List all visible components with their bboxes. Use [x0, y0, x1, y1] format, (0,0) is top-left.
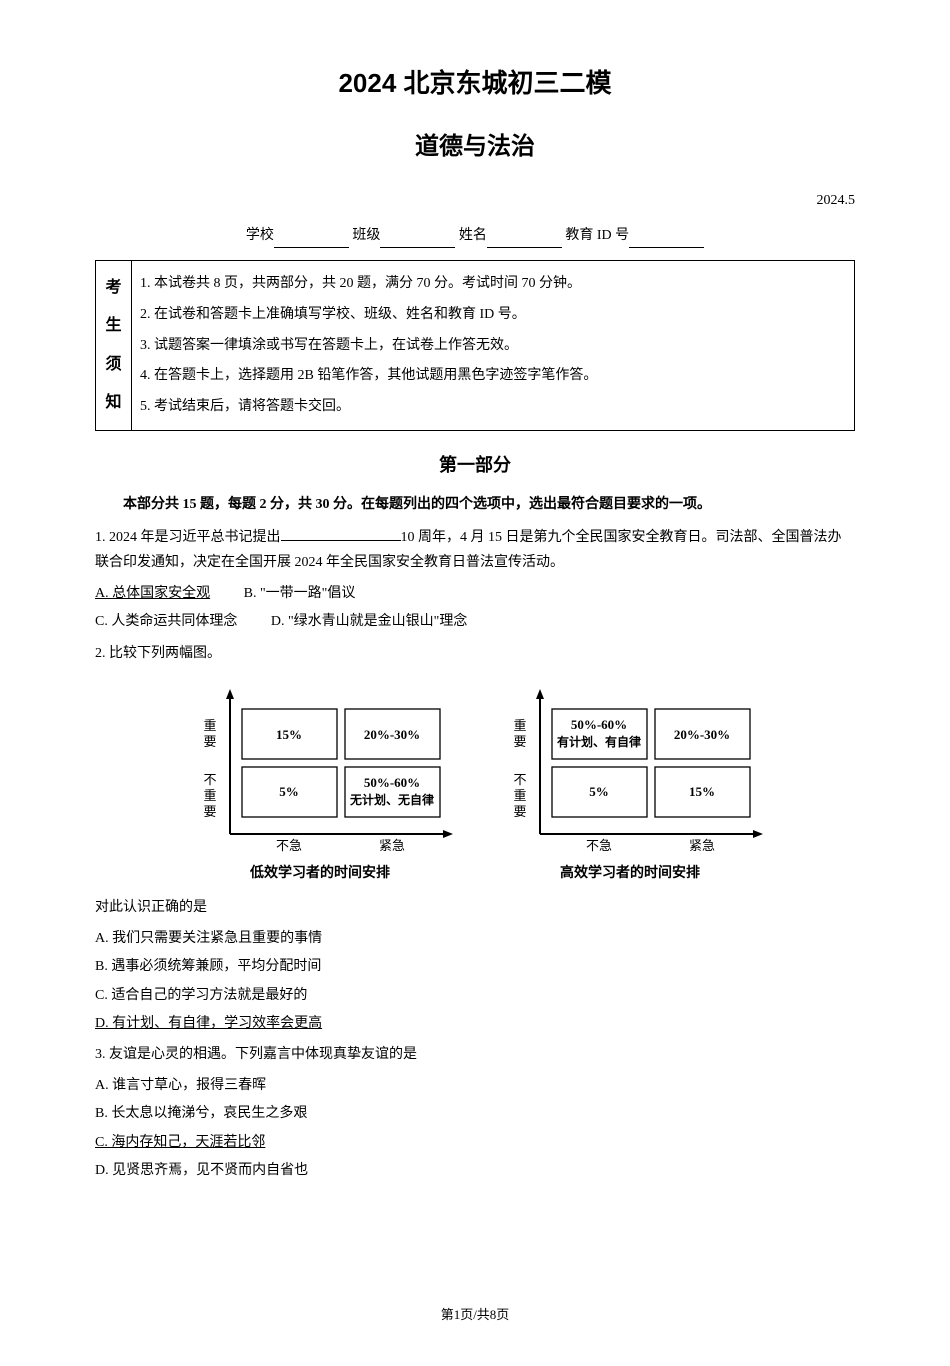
- notice-char-2: 生: [105, 312, 121, 341]
- chart1-svg: 重 要 不 重 要 15% 20%-30% 5% 50%-60% 无计划、无自律…: [180, 684, 460, 854]
- chart1-x-left: 不急: [276, 838, 302, 853]
- q2-option-b: B. 遇事必须统筹兼顾，平均分配时间: [95, 954, 855, 979]
- q2-option-c: C. 适合自己的学习方法就是最好的: [95, 983, 855, 1008]
- chart1-x-right: 紧急: [379, 838, 405, 853]
- chart2-cell-br: 15%: [689, 784, 715, 799]
- q3-option-b: B. 长太息以掩涕兮，哀民生之多艰: [95, 1101, 855, 1126]
- section-1-heading: 第一部分: [95, 449, 855, 481]
- name-label: 姓名: [459, 228, 487, 243]
- notice-label: 考 生 须 知: [96, 261, 132, 430]
- q1-stem: 1. 2024 年是习近平总书记提出10 周年，4 月 15 日是第九个全民国家…: [95, 525, 855, 575]
- notice-content: 1. 本试卷共 8 页，共两部分，共 20 题，满分 70 分。考试时间 70 …: [132, 261, 854, 430]
- q2-stem: 2. 比较下列两幅图。: [95, 641, 855, 666]
- chart1-y-top-1: 重: [203, 718, 216, 733]
- exam-date: 2024.5: [95, 188, 855, 213]
- chart1-y-bot-3: 要: [203, 804, 216, 819]
- notice-char-4: 知: [105, 389, 121, 418]
- chart1-cell-tl: 15%: [276, 727, 302, 742]
- q3-option-c: C. 海内存知己，天涯若比邻: [95, 1130, 855, 1155]
- chart1-cell-tr: 20%-30%: [364, 727, 420, 742]
- notice-char-3: 须: [105, 351, 121, 380]
- chart2-cell-bl: 5%: [589, 784, 609, 799]
- chart2-y-top-2: 要: [513, 734, 526, 749]
- q2-chart-1: 重 要 不 重 要 15% 20%-30% 5% 50%-60% 无计划、无自律…: [180, 684, 460, 885]
- name-blank: [487, 230, 562, 248]
- page-footer: 第1页/共8页: [95, 1303, 855, 1326]
- q1-option-d: D. "绿水青山就是金山银山"理念: [271, 609, 468, 634]
- q1-option-a: A. 总体国家安全观: [95, 581, 210, 606]
- chart1-cell-bl: 5%: [279, 784, 299, 799]
- q2-chart-2: 重 要 不 重 要 50%-60% 有计划、有自律 20%-30% 5% 15%…: [490, 684, 770, 885]
- chart2-cell-tl-1: 50%-60%: [571, 717, 627, 732]
- q1-options-row1: A. 总体国家安全观 B. "一带一路"倡议: [95, 581, 855, 606]
- class-blank: [380, 230, 455, 248]
- q1-option-b: B. "一带一路"倡议: [244, 581, 356, 606]
- chart2-y-bot-1: 不: [513, 772, 526, 787]
- class-label: 班级: [352, 228, 380, 243]
- q3-option-d: D. 见贤思齐焉，见不贤而内自省也: [95, 1158, 855, 1183]
- chart1-cell-br-1: 50%-60%: [364, 775, 420, 790]
- chart2-x-right: 紧急: [689, 838, 715, 853]
- notice-item: 1. 本试卷共 8 页，共两部分，共 20 题，满分 70 分。考试时间 70 …: [140, 271, 846, 298]
- q2-option-a: A. 我们只需要关注紧急且重要的事情: [95, 926, 855, 951]
- chart2-caption: 高效学习者的时间安排: [490, 860, 770, 885]
- chart2-y-bot-2: 重: [513, 788, 526, 803]
- notice-item: 2. 在试卷和答题卡上准确填写学校、班级、姓名和教育 ID 号。: [140, 302, 846, 329]
- chart2-y-top-1: 重: [513, 718, 526, 733]
- q3-option-a: A. 谁言寸草心，报得三春晖: [95, 1073, 855, 1098]
- section-1-desc: 本部分共 15 题，每题 2 分，共 30 分。在每题列出的四个选项中，选出最符…: [95, 492, 855, 517]
- exam-title-sub: 道德与法治: [95, 125, 855, 168]
- chart1-cell-br-2: 无计划、无自律: [349, 792, 434, 807]
- chart1-y-bot-1: 不: [203, 772, 216, 787]
- exam-title-main: 2024 北京东城初三二模: [95, 60, 855, 107]
- notice-item: 5. 考试结束后，请将答题卡交回。: [140, 394, 846, 421]
- q2-stem-after: 对此认识正确的是: [95, 895, 855, 920]
- q1-option-c: C. 人类命运共同体理念: [95, 609, 237, 634]
- chart2-x-left: 不急: [586, 838, 612, 853]
- q2-option-d: D. 有计划、有自律，学习效率会更高: [95, 1011, 855, 1036]
- school-label: 学校: [246, 228, 274, 243]
- chart2-cell-tl-2: 有计划、有自律: [557, 734, 641, 749]
- notice-item: 3. 试题答案一律填涂或书写在答题卡上，在试卷上作答无效。: [140, 333, 846, 360]
- notice-box: 考 生 须 知 1. 本试卷共 8 页，共两部分，共 20 题，满分 70 分。…: [95, 260, 855, 431]
- chart2-cell-tr: 20%-30%: [674, 727, 730, 742]
- q2-charts: 重 要 不 重 要 15% 20%-30% 5% 50%-60% 无计划、无自律…: [95, 684, 855, 885]
- school-blank: [274, 230, 349, 248]
- chart1-y-bot-2: 重: [203, 788, 216, 803]
- eduid-blank: [629, 230, 704, 248]
- q3-stem: 3. 友谊是心灵的相遇。下列嘉言中体现真挚友谊的是: [95, 1042, 855, 1067]
- chart1-caption: 低效学习者的时间安排: [180, 860, 460, 885]
- chart1-y-top-2: 要: [203, 734, 216, 749]
- student-info-row: 学校 班级 姓名 教育 ID 号: [95, 223, 855, 248]
- notice-item: 4. 在答题卡上，选择题用 2B 铅笔作答，其他试题用黑色字迹签字笔作答。: [140, 363, 846, 390]
- eduid-label: 教育 ID 号: [565, 228, 629, 243]
- q1-options-row2: C. 人类命运共同体理念 D. "绿水青山就是金山银山"理念: [95, 609, 855, 634]
- q1-blank: [281, 527, 401, 541]
- chart2-svg: 重 要 不 重 要 50%-60% 有计划、有自律 20%-30% 5% 15%…: [490, 684, 770, 854]
- q1-stem-a: 1. 2024 年是习近平总书记提出: [95, 530, 281, 545]
- notice-char-1: 考: [105, 274, 121, 303]
- chart2-y-bot-3: 要: [513, 804, 526, 819]
